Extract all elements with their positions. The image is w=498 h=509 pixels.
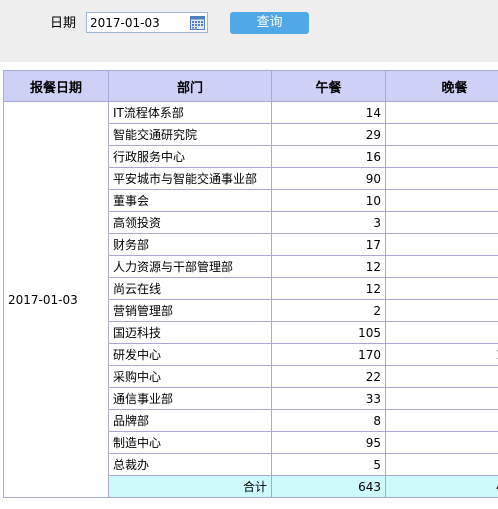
- meal-report-table: 报餐日期 部门 午餐 晚餐 2017-01-03IT流程体系部148智能交通研究…: [3, 70, 498, 498]
- department-cell: 研发中心: [108, 343, 272, 366]
- total-label: 合计: [108, 475, 272, 498]
- table-row: 国迈科技10555: [4, 321, 498, 344]
- dinner-cell: 4: [385, 453, 498, 476]
- table-row: 尚云在线126: [4, 277, 498, 300]
- dinner-cell: 81: [385, 431, 498, 454]
- table-row: 2017-01-03IT流程体系部148: [3, 101, 498, 498]
- table-row: 平安城市与智能交通事业部9070: [4, 167, 498, 190]
- dinner-cell: 7: [385, 409, 498, 432]
- department-cell: 智能交通研究院: [108, 123, 272, 146]
- table-row: 董事会105: [4, 189, 498, 212]
- lunch-cell: 12: [271, 255, 386, 278]
- header-date: 报餐日期: [3, 70, 109, 102]
- department-cell: 行政服务中心: [108, 145, 272, 168]
- lunch-cell: 10: [271, 189, 386, 212]
- lunch-cell: 22: [271, 365, 386, 388]
- lunch-cell: 16: [271, 145, 386, 168]
- lunch-cell: 17: [271, 233, 386, 256]
- header-dinner: 晚餐: [385, 70, 498, 102]
- calendar-icon[interactable]: [190, 15, 205, 30]
- dinner-cell: 10: [385, 255, 498, 278]
- table-row: 通信事业部3313: [4, 387, 498, 410]
- date-input-value: 2017-01-03: [90, 16, 160, 30]
- lunch-cell: 170: [271, 343, 386, 366]
- filter-toolbar: 日期 2017-01-03 查询: [0, 0, 498, 62]
- department-cell: 营销管理部: [108, 299, 272, 322]
- table-row: 总裁办54: [4, 453, 498, 476]
- dinner-cell: 120: [385, 343, 498, 366]
- dinner-cell: 9: [385, 145, 498, 168]
- lunch-cell: 12: [271, 277, 386, 300]
- dinner-cell: 13: [385, 387, 498, 410]
- dinner-cell: 8: [385, 233, 498, 256]
- department-cell: 采购中心: [108, 365, 272, 388]
- date-label: 日期: [50, 16, 77, 31]
- lunch-cell: 5: [271, 453, 386, 476]
- lunch-cell: 3: [271, 211, 386, 234]
- dinner-cell: 55: [385, 321, 498, 344]
- total-lunch: 643: [271, 475, 386, 498]
- department-cell: 人力资源与干部管理部: [108, 255, 272, 278]
- date-input[interactable]: 2017-01-03: [86, 12, 208, 33]
- header-lunch: 午餐: [271, 70, 386, 102]
- table-row: 采购中心2211: [4, 365, 498, 388]
- lunch-cell: 8: [271, 409, 386, 432]
- table-row: 财务部178: [4, 233, 498, 256]
- department-cell: 董事会: [108, 189, 272, 212]
- total-dinner: 431: [385, 475, 498, 498]
- dinner-cell: 11: [385, 365, 498, 388]
- table-header-row: 报餐日期 部门 午餐 晚餐: [3, 70, 498, 102]
- dinner-cell: 0: [385, 211, 498, 234]
- dinner-cell: 5: [385, 189, 498, 212]
- table-row: 高领投资30: [4, 211, 498, 234]
- query-button[interactable]: 查询: [230, 12, 309, 34]
- department-cell: 品牌部: [108, 409, 272, 432]
- dinner-cell: 1: [385, 299, 498, 322]
- department-cell: 国迈科技: [108, 321, 272, 344]
- table-body: 2017-01-03IT流程体系部148智能交通研究院2923行政服务中心169…: [3, 101, 498, 498]
- lunch-cell: 29: [271, 123, 386, 146]
- lunch-cell: 105: [271, 321, 386, 344]
- department-cell: 财务部: [108, 233, 272, 256]
- lunch-cell: 95: [271, 431, 386, 454]
- department-cell: IT流程体系部: [108, 101, 272, 124]
- table-row: 行政服务中心169: [4, 145, 498, 168]
- department-cell: 制造中心: [108, 431, 272, 454]
- lunch-cell: 90: [271, 167, 386, 190]
- header-department: 部门: [108, 70, 272, 102]
- table-row: 品牌部87: [4, 409, 498, 432]
- lunch-cell: 2: [271, 299, 386, 322]
- department-cell: 高领投资: [108, 211, 272, 234]
- dinner-cell: 70: [385, 167, 498, 190]
- total-row: 合计643431: [4, 475, 498, 498]
- table-row: 智能交通研究院2923: [4, 123, 498, 146]
- department-cell: 通信事业部: [108, 387, 272, 410]
- department-cell: 尚云在线: [108, 277, 272, 300]
- table-row: 研发中心170120: [4, 343, 498, 366]
- dinner-cell: 23: [385, 123, 498, 146]
- lunch-cell: 14: [271, 101, 386, 124]
- date-cell: 2017-01-03: [3, 101, 109, 498]
- dinner-cell: 6: [385, 277, 498, 300]
- department-cell: 平安城市与智能交通事业部: [108, 167, 272, 190]
- department-cell: 总裁办: [108, 453, 272, 476]
- lunch-cell: 33: [271, 387, 386, 410]
- dinner-cell: 8: [385, 101, 498, 124]
